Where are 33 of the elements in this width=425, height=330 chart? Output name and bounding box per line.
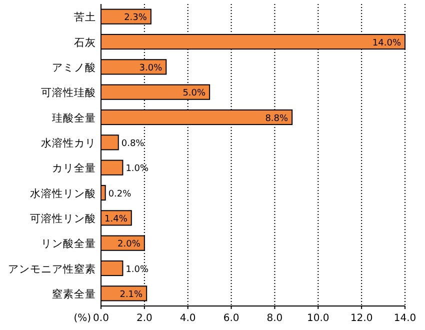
y-tick-label: 窒素全量 <box>52 287 96 300</box>
y-tick-label: 水溶性カリ <box>41 136 96 150</box>
y-tick-label: アンモニア性窒素 <box>8 262 96 276</box>
y-tick-label: 可溶性リン酸 <box>30 212 96 225</box>
y-tick-label: アミノ酸 <box>52 62 96 74</box>
x-tick-label: 6.0 <box>223 313 240 324</box>
y-tick-label: リン酸全量 <box>41 238 96 250</box>
data-label: 14.0% <box>372 38 402 48</box>
x-tick-label: 8.0 <box>266 313 283 324</box>
y-tick-label: 石灰 <box>74 36 96 49</box>
x-tick-label: 12.0 <box>350 313 373 324</box>
data-label: 1.0% <box>126 164 150 174</box>
x-axis-title: (%) <box>74 313 92 324</box>
data-label: 1.4% <box>104 214 128 224</box>
x-tick-label: 14.0 <box>394 313 416 324</box>
x-tick-label: 4.0 <box>180 313 196 324</box>
x-tick-label: 0.0 <box>93 313 109 324</box>
data-label: 1.0% <box>126 264 150 275</box>
data-label: 0.2% <box>108 189 132 200</box>
y-tick-label: 苦土 <box>74 10 96 24</box>
y-tick-label: 可溶性珪酸 <box>41 86 96 100</box>
data-label: 3.0% <box>139 63 163 74</box>
data-label: 0.8% <box>121 138 145 149</box>
y-tick-label: 水溶性リン酸 <box>30 186 96 200</box>
x-tick-label: 2.0 <box>136 313 152 324</box>
data-label: 2.3% <box>124 13 148 24</box>
data-label: 8.8% <box>265 114 289 124</box>
x-tick-label: 10.0 <box>307 313 330 324</box>
y-tick-label: カリ全量 <box>52 162 96 175</box>
data-label: 5.0% <box>182 88 206 99</box>
data-label: 2.1% <box>120 290 144 300</box>
data-label: 2.0% <box>118 240 141 250</box>
y-tick-label: 珪酸全量 <box>52 111 96 124</box>
